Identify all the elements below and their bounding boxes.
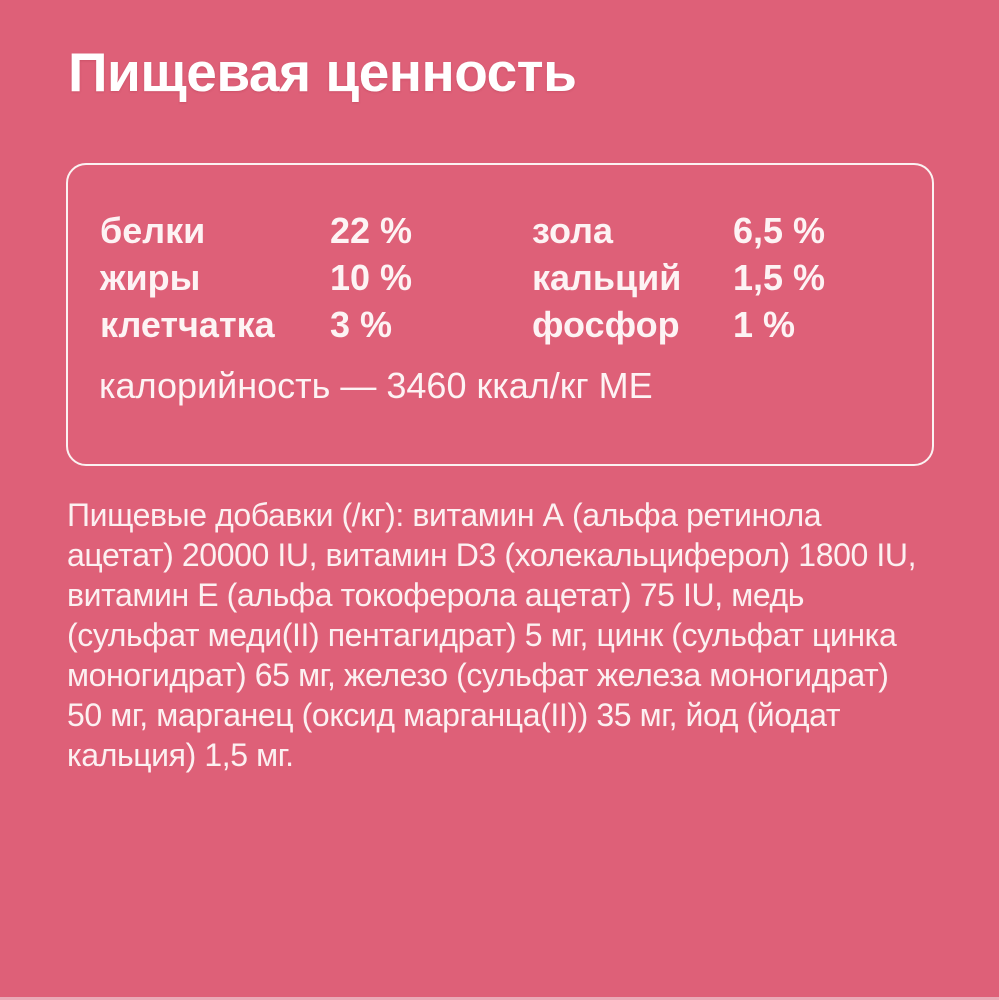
nutrient-value-ash: 6,5 % — [733, 210, 826, 251]
additives-paragraph: Пищевые добавки (/кг): витамин А (альфа … — [67, 495, 916, 775]
additives-line: (сульфат меди(II) пентагидрат) 5 мг, цин… — [67, 617, 897, 653]
nutrient-value-proteins: 22 % — [330, 210, 413, 251]
page-title: Пищевая ценность — [68, 41, 577, 103]
additives-line: Пищевые добавки (/кг): витамин А (альфа … — [67, 497, 822, 533]
additives-line: витамин Е (альфа токоферола ацетат) 75 I… — [67, 577, 805, 613]
additives-line: моногидрат) 65 мг, железо (сульфат желез… — [67, 657, 889, 693]
nutrient-label-fats: жиры — [100, 257, 201, 298]
additives-line: кальция) 1,5 мг. — [67, 737, 294, 773]
nutrient-label-phosphorus: фосфор — [532, 304, 680, 345]
additives-line: ацетат) 20000 IU, витамин D3 (холекальци… — [67, 537, 917, 573]
nutrition-box: белки 22 % зола 6,5 % жиры 10 % кальций … — [66, 163, 934, 466]
additives-line: 50 мг, марганец (оксид марганца(II)) 35 … — [67, 697, 841, 733]
nutrition-table: белки 22 % зола 6,5 % жиры 10 % кальций … — [100, 207, 825, 348]
nutrient-label-fiber: клетчатка — [100, 304, 275, 345]
nutrient-label-calcium: кальций — [532, 257, 682, 298]
nutrient-value-calcium: 1,5 % — [733, 257, 826, 298]
bottom-edge-highlight — [0, 997, 999, 1000]
nutrient-label-proteins: белки — [100, 210, 206, 251]
calories-line: калорийность — 3460 ккал/кг МЕ — [99, 365, 653, 406]
nutrient-label-ash: зола — [532, 210, 613, 251]
nutrient-value-phosphorus: 1 % — [733, 304, 796, 345]
nutrient-value-fats: 10 % — [330, 257, 413, 298]
nutrient-value-fiber: 3 % — [330, 304, 393, 345]
